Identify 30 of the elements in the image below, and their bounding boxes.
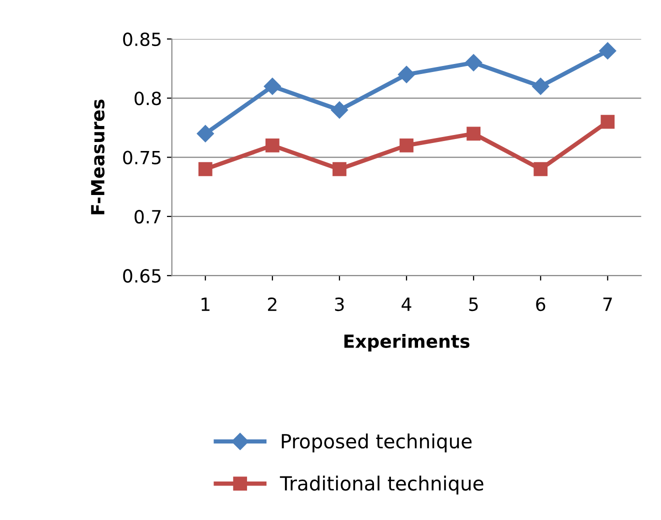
x-tick-label: 3: [335, 297, 344, 312]
y-tick-label: 0.7: [134, 210, 161, 224]
x-tick-label: 2: [268, 297, 276, 311]
y-tick-label: 0.65: [123, 269, 161, 283]
point: [400, 138, 414, 152]
x-tick-label: 6: [536, 297, 546, 312]
point: [332, 162, 346, 176]
point: [198, 162, 212, 176]
legend-label: Traditional technique: [280, 476, 484, 494]
x-tick-label: 7: [603, 298, 612, 311]
point: [330, 101, 348, 119]
point: [196, 125, 214, 142]
x-tick-label: 5: [469, 298, 478, 312]
point: [534, 162, 548, 176]
point: [600, 114, 615, 129]
y-tick-label: 0.8: [134, 92, 161, 106]
point: [599, 42, 616, 60]
legend-label: Proposed technique: [282, 434, 472, 452]
x-tick-label: 1: [202, 298, 210, 311]
point: [264, 78, 281, 95]
y-axis-title: F-Measures: [91, 100, 105, 214]
x-tick-label: 4: [402, 298, 412, 311]
point: [465, 54, 482, 72]
x-axis-title: Experiments: [344, 334, 470, 352]
point: [466, 126, 481, 141]
point: [265, 138, 280, 152]
point: [398, 66, 416, 84]
y-tick-label: 0.85: [123, 32, 161, 46]
point: [532, 78, 550, 95]
y-tick-label: 0.75: [123, 150, 161, 164]
